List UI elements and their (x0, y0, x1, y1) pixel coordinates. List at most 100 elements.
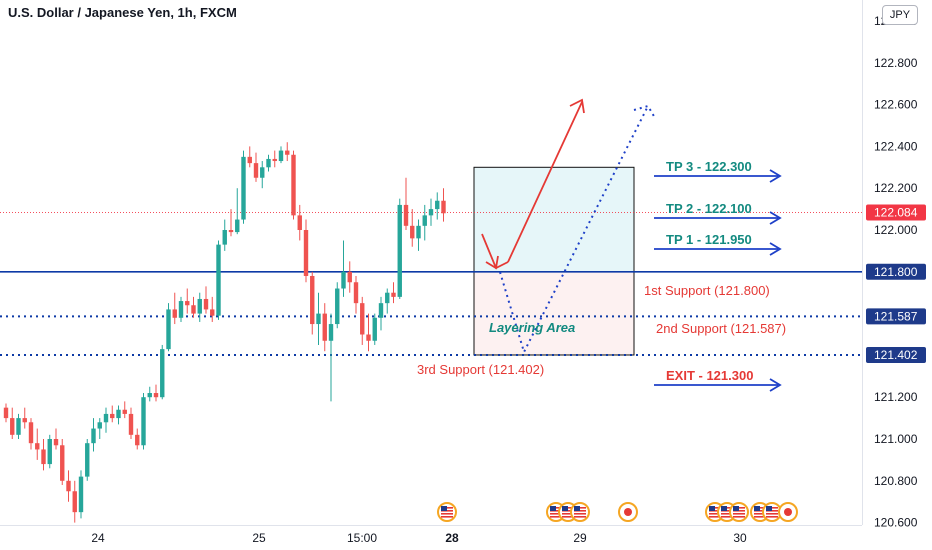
candle-body (166, 309, 171, 350)
candle-body (428, 209, 434, 216)
candle-body (47, 439, 52, 465)
flag-stripe (574, 516, 586, 518)
candle-body (22, 418, 27, 423)
candle-body (78, 476, 84, 513)
candle-body (403, 204, 409, 226)
flag-ring (437, 502, 457, 522)
flag-canton (550, 506, 556, 511)
flag-ring (729, 502, 749, 522)
flag-canton (709, 506, 715, 511)
candle-body (372, 317, 377, 341)
candle-body (253, 163, 259, 178)
flag-stripe (441, 513, 453, 515)
candle-body (172, 309, 177, 318)
level-price-badge-3[interactable] (866, 346, 926, 363)
candle-body (141, 397, 146, 446)
level-price-badge-2[interactable] (866, 308, 926, 325)
flag-canton (721, 506, 727, 511)
current-price-badge-text: 122.084 (874, 205, 918, 219)
candle-body (72, 491, 77, 513)
candle-body (153, 393, 159, 398)
flag-stripe (721, 516, 733, 518)
target-label: EXIT - 121.300 (666, 368, 753, 383)
us-flag-icon[interactable] (570, 502, 590, 522)
flag-stripe (709, 516, 721, 518)
candle-body (60, 445, 65, 481)
flag-canton (754, 506, 760, 511)
support-label-1: 1st Support (121.800) (644, 283, 770, 298)
us-flag-icon[interactable] (437, 502, 457, 522)
us-flag-icon[interactable] (729, 502, 749, 522)
layering-area-label: Layering Area (489, 320, 575, 335)
candle-body (391, 292, 396, 297)
candle-body (3, 407, 9, 419)
candle-body (241, 156, 246, 220)
candle-body (178, 301, 184, 318)
flag-ring (570, 502, 590, 522)
flag-canton (441, 506, 447, 511)
rally-arrow (507, 101, 583, 263)
time-label: 29 (573, 531, 587, 545)
target-arrow-head (769, 242, 782, 256)
candle-body (222, 230, 227, 245)
target-label: TP 1 - 121.950 (666, 232, 752, 247)
event-dot-icon[interactable] (778, 502, 798, 522)
candle-body (28, 422, 34, 444)
target-arrow-head (769, 378, 782, 392)
candle-body (41, 449, 46, 465)
candle-body (247, 156, 252, 164)
event-markers[interactable] (437, 502, 798, 522)
time-label: 25 (252, 531, 266, 545)
candle-body (397, 204, 402, 297)
candle-body (278, 150, 284, 162)
candle-body (110, 413, 115, 419)
candle-body (303, 230, 309, 276)
price-tick: 120.800 (874, 474, 918, 488)
chart-labels: TP 3 - 122.300 TP 2 - 122.100 TP 1 - 121.9… (417, 159, 786, 383)
level-price-badge-2-text: 121.587 (874, 309, 918, 323)
rally-arrow-head (569, 98, 585, 114)
candle-body (328, 324, 334, 341)
time-axis[interactable]: 24 25 15:00 28 29 30 (0, 525, 862, 546)
target-label: TP 3 - 122.300 (666, 159, 752, 174)
flag-stripe (721, 513, 733, 515)
candle-body (235, 219, 240, 233)
event-dot-icon[interactable] (618, 502, 638, 522)
candle-body (266, 158, 271, 168)
flag-stripe (754, 516, 766, 518)
flag-stripe (766, 516, 778, 518)
price-tick: 121.200 (874, 390, 918, 404)
candle-body (35, 443, 40, 450)
flag-stripe (574, 513, 586, 515)
time-label: 28 (445, 531, 459, 545)
level-price-badge-1[interactable] (866, 263, 926, 280)
candle-body (378, 303, 384, 318)
candle-body (66, 480, 71, 492)
candle-body (385, 292, 390, 304)
price-tick: 121.000 (874, 432, 918, 446)
candle-body (97, 422, 102, 429)
target-label: TP 2 - 122.100 (666, 201, 752, 216)
price-tick: 122.800 (874, 56, 918, 70)
candle-body (203, 298, 209, 310)
candle-body (185, 301, 190, 306)
flag-canton (766, 506, 772, 511)
level-lines (0, 212, 862, 356)
price-axis[interactable]: 120.600120.800121.000121.200121.400121.6… (862, 0, 927, 530)
time-label: 30 (733, 531, 747, 545)
current-price-badge[interactable] (866, 204, 926, 221)
flag-stripe (550, 516, 562, 518)
price-tick: 122.200 (874, 181, 918, 195)
target-arrow-head (769, 169, 782, 183)
candle-body (316, 313, 321, 325)
flag-stripe (754, 513, 766, 515)
price-tick: 122.400 (874, 139, 918, 153)
candle-body (322, 313, 327, 341)
currency-button[interactable]: JPY (882, 5, 918, 25)
candle-body (310, 275, 315, 325)
chart-title: U.S. Dollar / Japanese Yen, 1h, FXCM (8, 5, 237, 20)
time-label: 15:00 (347, 531, 377, 545)
candle-body (341, 271, 346, 289)
drop-arrow-head (485, 255, 499, 270)
